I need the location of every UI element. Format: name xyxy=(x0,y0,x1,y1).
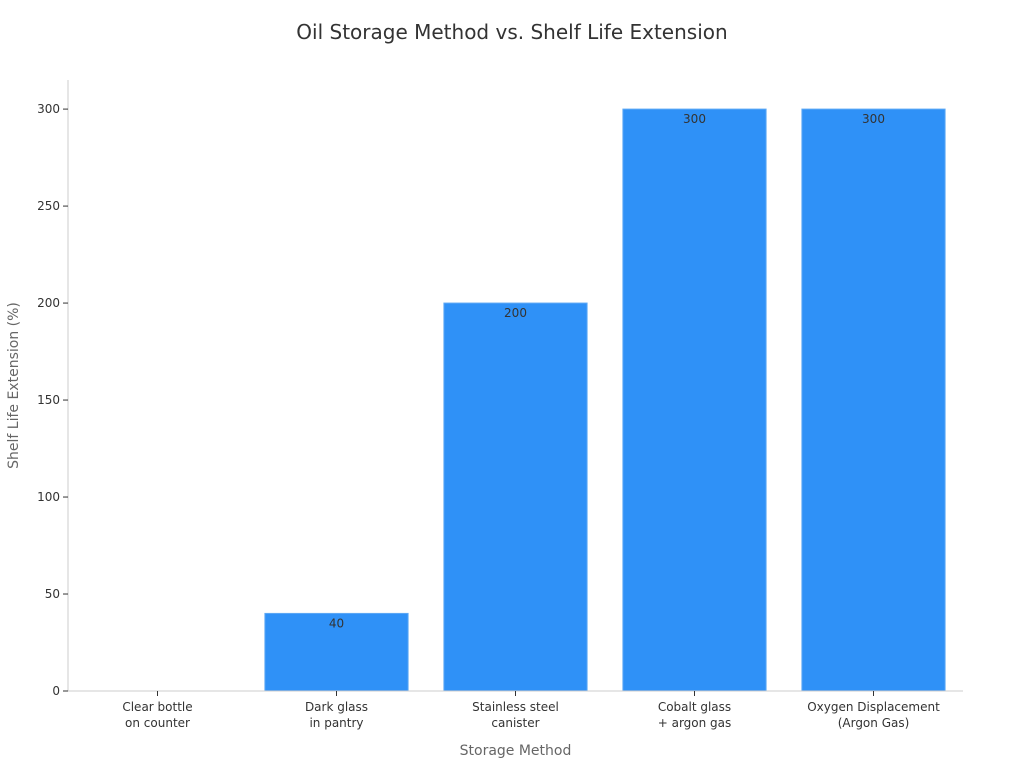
bar-data-label: 300 xyxy=(862,112,885,126)
y-tick-label: 150 xyxy=(37,393,60,407)
x-tick-label: Clear bottle on counter xyxy=(122,700,192,730)
y-tick-label: 250 xyxy=(37,199,60,213)
x-tick-label: Dark glass in pantry xyxy=(305,700,368,730)
bar-data-label: 200 xyxy=(504,306,527,320)
x-tick-label: Stainless steel canister xyxy=(472,700,559,730)
bar-labels-group: 40 200 300 300 xyxy=(329,112,885,630)
bar xyxy=(622,108,767,692)
bar-data-label: 40 xyxy=(329,616,344,630)
bars-group xyxy=(264,108,946,692)
bar-data-label: 300 xyxy=(683,112,706,126)
y-axis-title: Shelf Life Extension (%) xyxy=(6,302,22,469)
y-tick-label: 100 xyxy=(37,490,60,504)
bar xyxy=(801,108,946,692)
x-axis-title: Storage Method xyxy=(460,743,572,759)
y-axis-ticks: 0 50 100 150 200 250 300 xyxy=(37,102,68,698)
y-tick-label: 200 xyxy=(37,296,60,310)
chart-title: Oil Storage Method vs. Shelf Life Extens… xyxy=(296,20,728,44)
y-tick-label: 300 xyxy=(37,102,60,116)
bar xyxy=(443,302,588,692)
x-tick-label: Oxygen Displacement (Argon Gas) xyxy=(807,700,940,730)
y-tick-label: 50 xyxy=(45,587,60,601)
x-axis-ticks: Clear bottle on counter Dark glass in pantr… xyxy=(122,691,940,730)
x-tick-label: Cobalt glass + argon gas xyxy=(658,700,732,730)
y-tick-label: 0 xyxy=(52,684,60,698)
bar xyxy=(264,612,409,692)
